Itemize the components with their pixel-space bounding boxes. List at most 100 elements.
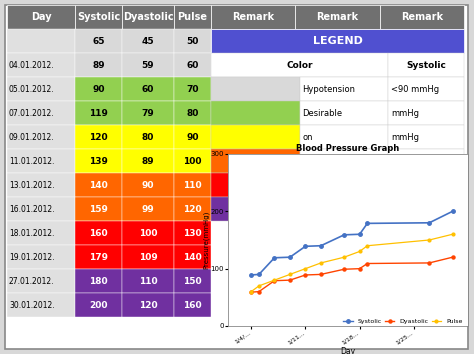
- Dyastolic: [302, 273, 308, 277]
- Bar: [75, 77, 122, 101]
- Text: 139: 139: [89, 156, 108, 166]
- Bar: [174, 269, 211, 293]
- Bar: [75, 221, 122, 245]
- Dyastolic: [318, 272, 324, 276]
- Pulse: [256, 284, 262, 288]
- Bar: [211, 5, 295, 29]
- Bar: [295, 5, 380, 29]
- Bar: [211, 149, 300, 173]
- Text: 27.01.2012.: 27.01.2012.: [9, 276, 55, 285]
- Systolic: [302, 244, 308, 249]
- Text: Remark: Remark: [401, 12, 443, 22]
- Text: Desirable: Desirable: [302, 108, 343, 118]
- Text: 160: 160: [89, 228, 108, 238]
- Text: mmHg: mmHg: [391, 132, 419, 142]
- Text: 130: 130: [183, 228, 202, 238]
- Bar: [75, 245, 122, 269]
- Line: Systolic: Systolic: [249, 210, 454, 277]
- Text: LEGEND: LEGEND: [312, 36, 363, 46]
- Bar: [7, 5, 75, 29]
- Text: 80: 80: [142, 132, 154, 142]
- Text: 100: 100: [139, 228, 157, 238]
- Bar: [75, 125, 122, 149]
- Bar: [122, 5, 174, 29]
- Bar: [7, 77, 75, 101]
- Pulse: [341, 255, 347, 259]
- Dyastolic: [248, 290, 254, 294]
- Systolic: [318, 244, 324, 248]
- Text: 99: 99: [142, 205, 155, 213]
- Systolic: [248, 273, 254, 277]
- Bar: [122, 197, 174, 221]
- Bar: [75, 293, 122, 317]
- Bar: [174, 77, 211, 101]
- Dyastolic: [427, 261, 432, 265]
- Bar: [7, 149, 75, 173]
- Systolic: [427, 221, 432, 225]
- Pulse: [450, 232, 456, 236]
- Text: 200: 200: [89, 301, 108, 309]
- Bar: [7, 197, 75, 221]
- Bar: [300, 125, 388, 149]
- Bar: [380, 5, 464, 29]
- Text: 65: 65: [92, 36, 105, 46]
- Bar: [388, 173, 464, 197]
- Bar: [122, 77, 174, 101]
- Bar: [174, 197, 211, 221]
- Bar: [174, 53, 211, 77]
- Text: 60: 60: [142, 85, 154, 93]
- Bar: [211, 53, 388, 77]
- Text: Pulse: Pulse: [177, 12, 208, 22]
- Text: 05.01.2012.: 05.01.2012.: [9, 85, 55, 93]
- Bar: [388, 101, 464, 125]
- Pulse: [318, 261, 324, 265]
- Bar: [7, 29, 75, 53]
- Systolic: [341, 233, 347, 237]
- Bar: [211, 197, 300, 221]
- Legend: Systolic, Dyastolic, Pulse: Systolic, Dyastolic, Pulse: [341, 316, 465, 326]
- Text: Color: Color: [286, 61, 313, 69]
- Bar: [7, 173, 75, 197]
- Text: 120: 120: [183, 205, 202, 213]
- Bar: [75, 53, 122, 77]
- Bar: [300, 173, 388, 197]
- Text: Hypotension: Hypotension: [302, 85, 356, 93]
- Bar: [122, 29, 174, 53]
- Text: Remark: Remark: [317, 12, 358, 22]
- Text: mmHg: mmHg: [391, 181, 419, 189]
- Text: Hypertension: Hypertension: [302, 181, 359, 189]
- Bar: [75, 269, 122, 293]
- Dyastolic: [357, 267, 363, 271]
- Text: 150: 150: [183, 276, 202, 285]
- Bar: [7, 53, 75, 77]
- Bar: [122, 101, 174, 125]
- Pulse: [287, 272, 293, 276]
- Text: 59: 59: [142, 61, 155, 69]
- Text: 07.01.2012.: 07.01.2012.: [9, 108, 55, 118]
- Text: Crisis: Crisis: [302, 205, 326, 213]
- Bar: [122, 173, 174, 197]
- Pulse: [272, 278, 277, 282]
- Dyastolic: [287, 278, 293, 282]
- Text: 160: 160: [183, 301, 202, 309]
- Pulse: [357, 249, 363, 253]
- Text: 79: 79: [142, 108, 155, 118]
- Text: Day: Day: [31, 12, 51, 22]
- Line: Pulse: Pulse: [250, 233, 454, 293]
- Bar: [122, 149, 174, 173]
- Text: 89: 89: [142, 156, 155, 166]
- Systolic: [450, 209, 456, 213]
- Text: 16.01.2012.: 16.01.2012.: [9, 205, 55, 213]
- Pulse: [302, 267, 308, 271]
- Bar: [388, 125, 464, 149]
- Bar: [388, 197, 464, 221]
- Text: 110: 110: [183, 181, 202, 189]
- Text: 119: 119: [89, 108, 108, 118]
- X-axis label: Day: Day: [340, 347, 356, 354]
- Text: Systolic: Systolic: [406, 61, 446, 69]
- Text: Dyastolic: Dyastolic: [123, 12, 173, 22]
- Bar: [174, 245, 211, 269]
- Text: 109: 109: [138, 252, 157, 262]
- Bar: [388, 53, 464, 77]
- Bar: [174, 29, 211, 53]
